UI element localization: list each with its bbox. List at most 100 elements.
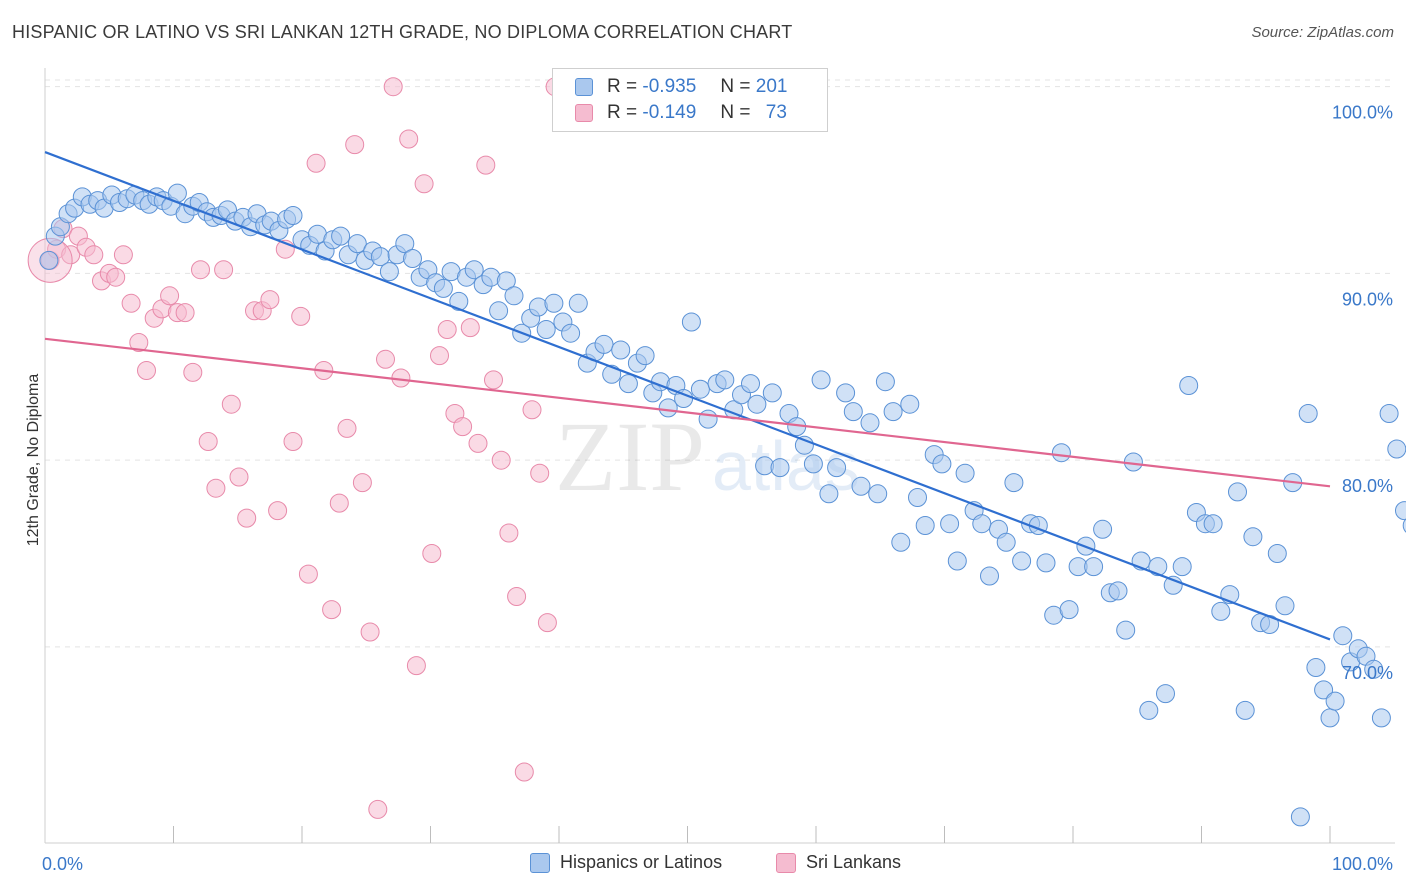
data-point <box>875 372 895 392</box>
data-point <box>291 306 311 326</box>
legend-swatch-pink <box>575 104 593 122</box>
data-point <box>106 267 126 287</box>
data-point <box>283 432 303 451</box>
data-point <box>121 293 141 313</box>
data-point <box>406 656 426 676</box>
data-point <box>891 532 911 552</box>
data-point <box>491 450 511 470</box>
bottom-legend-srilankans: Sri Lankans <box>776 852 901 873</box>
data-point <box>1116 620 1136 640</box>
data-point <box>900 394 920 414</box>
data-point <box>932 454 952 474</box>
bottom-legend-label: Sri Lankans <box>806 852 902 872</box>
data-point <box>383 77 403 97</box>
data-point <box>1387 439 1406 459</box>
data-point <box>690 379 710 399</box>
data-point <box>331 226 351 246</box>
data-point <box>449 291 469 311</box>
data-point <box>1211 601 1231 621</box>
data-point <box>84 245 104 265</box>
data-point <box>1325 691 1345 711</box>
data-point <box>476 155 496 175</box>
data-point <box>368 799 388 819</box>
data-point <box>698 409 718 429</box>
data-point <box>819 484 839 504</box>
data-point <box>1402 518 1406 533</box>
x-tick-label: 100.0% <box>1332 854 1393 874</box>
data-point <box>1306 658 1326 677</box>
hispanics-points <box>39 183 1406 827</box>
data-point <box>947 551 967 571</box>
data-point <box>522 400 542 420</box>
data-point <box>160 286 180 306</box>
data-point <box>544 293 564 313</box>
bottom-legend-hispanics: Hispanics or Latinos <box>530 852 722 873</box>
data-point <box>514 762 534 782</box>
data-point <box>1314 680 1334 700</box>
data-point <box>237 508 257 528</box>
data-point <box>504 286 524 306</box>
y-axis-label: 12th Grade, No Diploma <box>25 374 42 547</box>
data-point <box>347 234 367 254</box>
data-point <box>484 370 503 390</box>
data-point <box>468 433 488 453</box>
data-point <box>611 340 631 360</box>
legend-r-value: -0.149 <box>642 102 697 123</box>
data-point <box>268 501 288 521</box>
data-point <box>770 458 790 478</box>
data-point <box>260 290 280 310</box>
data-point <box>1059 600 1079 620</box>
legend-row-hispanics: R = -0.935 N = 201 <box>575 74 787 100</box>
data-point <box>1012 551 1032 571</box>
data-point <box>1172 557 1192 577</box>
data-point <box>561 323 581 343</box>
data-point <box>851 476 871 496</box>
data-point <box>399 129 419 149</box>
data-point <box>883 402 903 422</box>
legend-n-value: 73 <box>765 102 787 123</box>
y-tick-label: 90.0% <box>1342 289 1393 309</box>
data-point <box>741 374 760 394</box>
legend-r-value: -0.935 <box>642 76 697 97</box>
data-point <box>322 600 342 620</box>
legend-r-label: R = <box>607 102 638 123</box>
data-point <box>1320 708 1340 728</box>
data-point <box>129 333 149 352</box>
data-point <box>430 346 449 366</box>
data-point <box>1333 626 1353 646</box>
data-point <box>747 394 767 414</box>
data-point <box>1228 482 1247 502</box>
data-point <box>39 250 59 270</box>
data-point <box>1108 581 1128 601</box>
data-point <box>811 370 831 390</box>
data-point <box>528 297 548 317</box>
source-credit: Source: ZipAtlas.com <box>1251 24 1394 41</box>
data-point <box>762 383 782 403</box>
data-point <box>1275 596 1295 616</box>
data-point <box>496 271 516 291</box>
data-point <box>360 622 380 642</box>
correlation-legend: R = -0.935 N = 201 R = -0.149 N = 73 <box>552 68 828 132</box>
bottom-legend-swatch-blue <box>530 852 550 873</box>
data-point <box>306 153 326 173</box>
data-point <box>1290 807 1310 827</box>
data-point <box>1235 700 1255 720</box>
data-point <box>618 374 638 394</box>
data-point <box>453 417 473 437</box>
data-point <box>658 398 678 418</box>
data-point <box>996 532 1016 552</box>
trend-lines <box>44 151 1331 641</box>
data-point <box>395 234 415 254</box>
data-point <box>537 613 557 633</box>
data-point <box>980 566 999 586</box>
data-point <box>1036 553 1056 573</box>
data-point <box>191 260 210 280</box>
data-point <box>460 318 480 338</box>
data-point <box>433 278 453 298</box>
data-point <box>594 334 614 354</box>
data-point <box>345 135 365 155</box>
data-point <box>1156 684 1175 704</box>
trend-line-srilankans <box>44 337 1331 488</box>
data-point <box>1267 544 1287 563</box>
bottom-legend-swatch-pink <box>776 852 796 873</box>
